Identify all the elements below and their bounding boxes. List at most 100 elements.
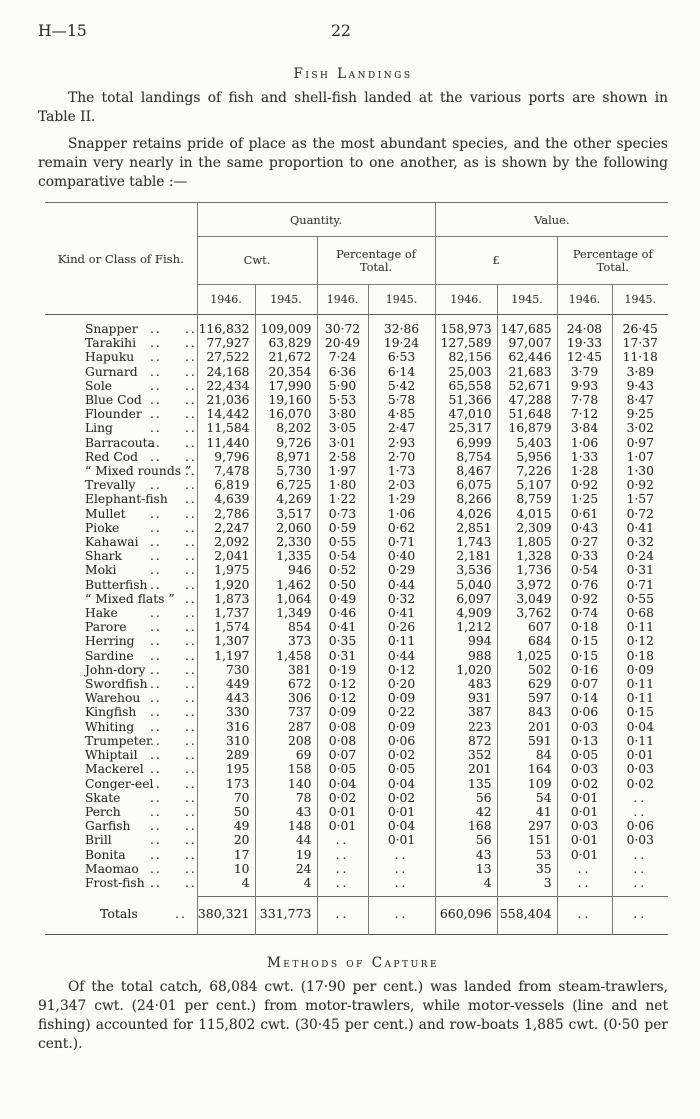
dot-leader: .. [185, 322, 197, 336]
value-cell: 1,328 [496, 549, 558, 564]
value-cell: 0·04 [316, 776, 368, 791]
value-cell: .. [316, 847, 368, 862]
fish-name: Parore [85, 620, 127, 635]
fish-name-cell: “ Mixed rounds ”.. [45, 464, 197, 478]
value-cell: 51,366 [434, 393, 498, 408]
doc-code: H—15 [38, 22, 87, 40]
value-cell: 0·03 [611, 833, 669, 848]
value-cell: 502 [496, 662, 558, 678]
value-cell: 0·73 [316, 506, 368, 521]
value-cell: .. [611, 875, 669, 897]
value-cell: 1,020 [434, 662, 498, 678]
value-cell: 0·11 [367, 634, 436, 649]
value-cell: 0·12 [611, 634, 669, 649]
value-cell: 0·08 [316, 719, 368, 734]
value-cell: 164 [496, 762, 558, 777]
table-row: Ling.... 11,584 8,202 3·05 2·47 25,317 16,879 3… [45, 421, 669, 436]
value-cell: 1,349 [254, 606, 317, 621]
value-cell: 65,558 [434, 378, 498, 394]
fish-name: Herring [85, 634, 135, 649]
value-cell: 0·01 [367, 833, 436, 848]
value-cell: 3·05 [316, 421, 368, 436]
paragraph-methods-of-capture: Of the total catch, 68,084 cwt. (17·90 p… [38, 979, 668, 1053]
dot-leader: .. [150, 407, 162, 422]
fish-name-cell: Moki.... [45, 563, 197, 577]
value-cell: 0·14 [556, 691, 613, 706]
dot-leader: .. [150, 833, 162, 848]
value-cell: 0·06 [367, 733, 436, 749]
value-cell: 4 [254, 875, 317, 897]
fish-name: Conger-eel [85, 776, 154, 791]
value-cell: 0·04 [367, 819, 436, 834]
value-cell: 1·57 [611, 492, 669, 507]
value-cell: 3·01 [316, 435, 368, 450]
value-cell: 1,920 [196, 577, 255, 592]
value-cell: .. [367, 861, 436, 876]
value-cell: 25,003 [434, 364, 498, 379]
dot-leader: .. [150, 563, 162, 578]
fish-name-cell: Hake.... [45, 606, 197, 620]
value-cell: 0·31 [316, 648, 368, 663]
fish-name-cell: Butterfish.... [45, 578, 197, 592]
dot-leader: .. [150, 549, 162, 564]
value-cell: 5·53 [316, 393, 368, 408]
dot-leader: .. [185, 478, 197, 493]
dot-leader: .. [150, 819, 162, 834]
fish-name: Swordfish [85, 677, 148, 692]
value-cell: 4,909 [434, 606, 498, 621]
value-cell: 10 [196, 861, 255, 876]
fish-name: Tarakihi [85, 336, 137, 351]
value-cell: 4,639 [196, 492, 255, 507]
value-cell: 25,317 [434, 421, 498, 436]
table-row: John-dory.... 730 381 0·19 0·12 1,020 502 0·16 0… [45, 662, 669, 678]
section-title-methods-of-capture: Methods of Capture [266, 955, 440, 972]
fish-name: Blue Cod [85, 393, 142, 408]
dot-leader: .. [150, 520, 162, 535]
value-cell: 8·47 [611, 393, 669, 408]
value-cell: 109,009 [254, 314, 317, 337]
value-cell: 70 [196, 790, 255, 805]
value-cell: 4·85 [367, 407, 436, 422]
value-cell: 223 [434, 719, 498, 734]
value-cell: 52,671 [496, 378, 558, 394]
value-cell: 0·09 [611, 662, 669, 678]
dot-leader: .. [150, 606, 162, 621]
value-cell: 50 [196, 804, 255, 820]
fish-name-cell: Kingfish.... [45, 705, 197, 719]
value-cell: 3·89 [611, 364, 669, 379]
value-cell: 19·33 [556, 336, 613, 351]
value-cell: 1·06 [556, 435, 613, 450]
dot-leader: .. [185, 790, 197, 805]
value-cell: .. [611, 861, 669, 876]
value-cell: 0·26 [367, 620, 436, 635]
value-cell: 62,446 [496, 350, 558, 365]
value-cell: 6,819 [196, 478, 255, 493]
value-cell: 1·33 [556, 449, 613, 465]
value-cell: 0·24 [611, 549, 669, 564]
fish-name: Trevally [85, 478, 136, 493]
fish-name-cell: Tarakihi.... [45, 336, 197, 350]
table-row: Red Cod.... 9,796 8,971 2·58 2·70 8,754 5,956 1… [45, 449, 669, 465]
dot-leader: .. [150, 506, 162, 521]
dot-leader: .. [150, 378, 162, 393]
value-cell: .. [611, 804, 669, 820]
dot-leader: .. [150, 350, 162, 365]
value-cell: 0·05 [316, 762, 368, 777]
fish-name: Snapper [85, 322, 138, 336]
table-row: Whiptail.... 289 69 0·07 0·02 352 84 0·05 0·01 [45, 748, 669, 763]
value-cell: 4,015 [496, 506, 558, 521]
value-cell: 0·15 [611, 705, 669, 720]
value-cell: 24 [254, 861, 317, 876]
value-cell: 2,041 [196, 549, 255, 564]
table-row: Sardine.... 1,197 1,458 0·31 0·44 988 1,025 0·1… [45, 648, 669, 663]
value-cell: 0·72 [611, 506, 669, 521]
value-cell: 591 [496, 733, 558, 749]
fish-name-cell: Whiting.... [45, 720, 197, 734]
kind-column-header: Kind or Class of Fish. [45, 202, 198, 315]
fish-name-cell: Hapuku.... [45, 350, 197, 364]
value-cell: 0·02 [316, 790, 368, 805]
dot-leader: .. [150, 804, 162, 819]
cwt-header: Cwt. [197, 236, 317, 285]
dot-leader: .. [185, 506, 197, 521]
value-cell: 2·58 [316, 449, 368, 465]
